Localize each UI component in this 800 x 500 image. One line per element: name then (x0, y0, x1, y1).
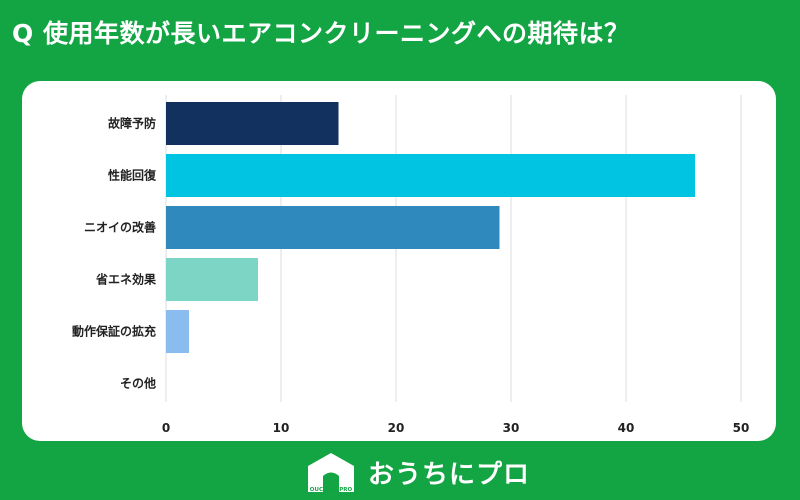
category-label: 省エネ効果 (95, 272, 156, 287)
logo-text: OUCHI ni PRO (310, 487, 353, 493)
bar (166, 102, 339, 145)
house-logo-icon: OUCHI ni PRO (308, 453, 354, 493)
bar (166, 258, 258, 301)
x-tick-label: 30 (503, 421, 520, 435)
category-label: 故障予防 (108, 116, 156, 131)
bar (166, 310, 189, 353)
bar (166, 154, 695, 197)
brand-footer: OUCHI ni PRO おうちにプロ (304, 450, 530, 494)
x-tick-label: 0 (162, 421, 170, 435)
bar (166, 206, 500, 249)
brand-name: おうちにプロ (368, 459, 531, 490)
x-tick-label: 20 (388, 421, 405, 435)
x-tick-label: 10 (273, 421, 290, 435)
chart-title: Q 使用年数が長いエアコンクリーニングへの期待は？ (12, 19, 630, 48)
chart-card: 0 10 20 30 40 50 故障予防性能回復ニオイの改善省エネ効果動作保証の拡充その他 (22, 81, 776, 441)
category-label: その他 (120, 376, 156, 391)
x-tick-label: 50 (733, 421, 750, 435)
x-tick-label: 40 (618, 421, 635, 435)
category-label: 動作保証の拡充 (72, 324, 156, 339)
category-label: ニオイの改善 (84, 220, 156, 235)
category-label: 性能回復 (107, 168, 157, 183)
